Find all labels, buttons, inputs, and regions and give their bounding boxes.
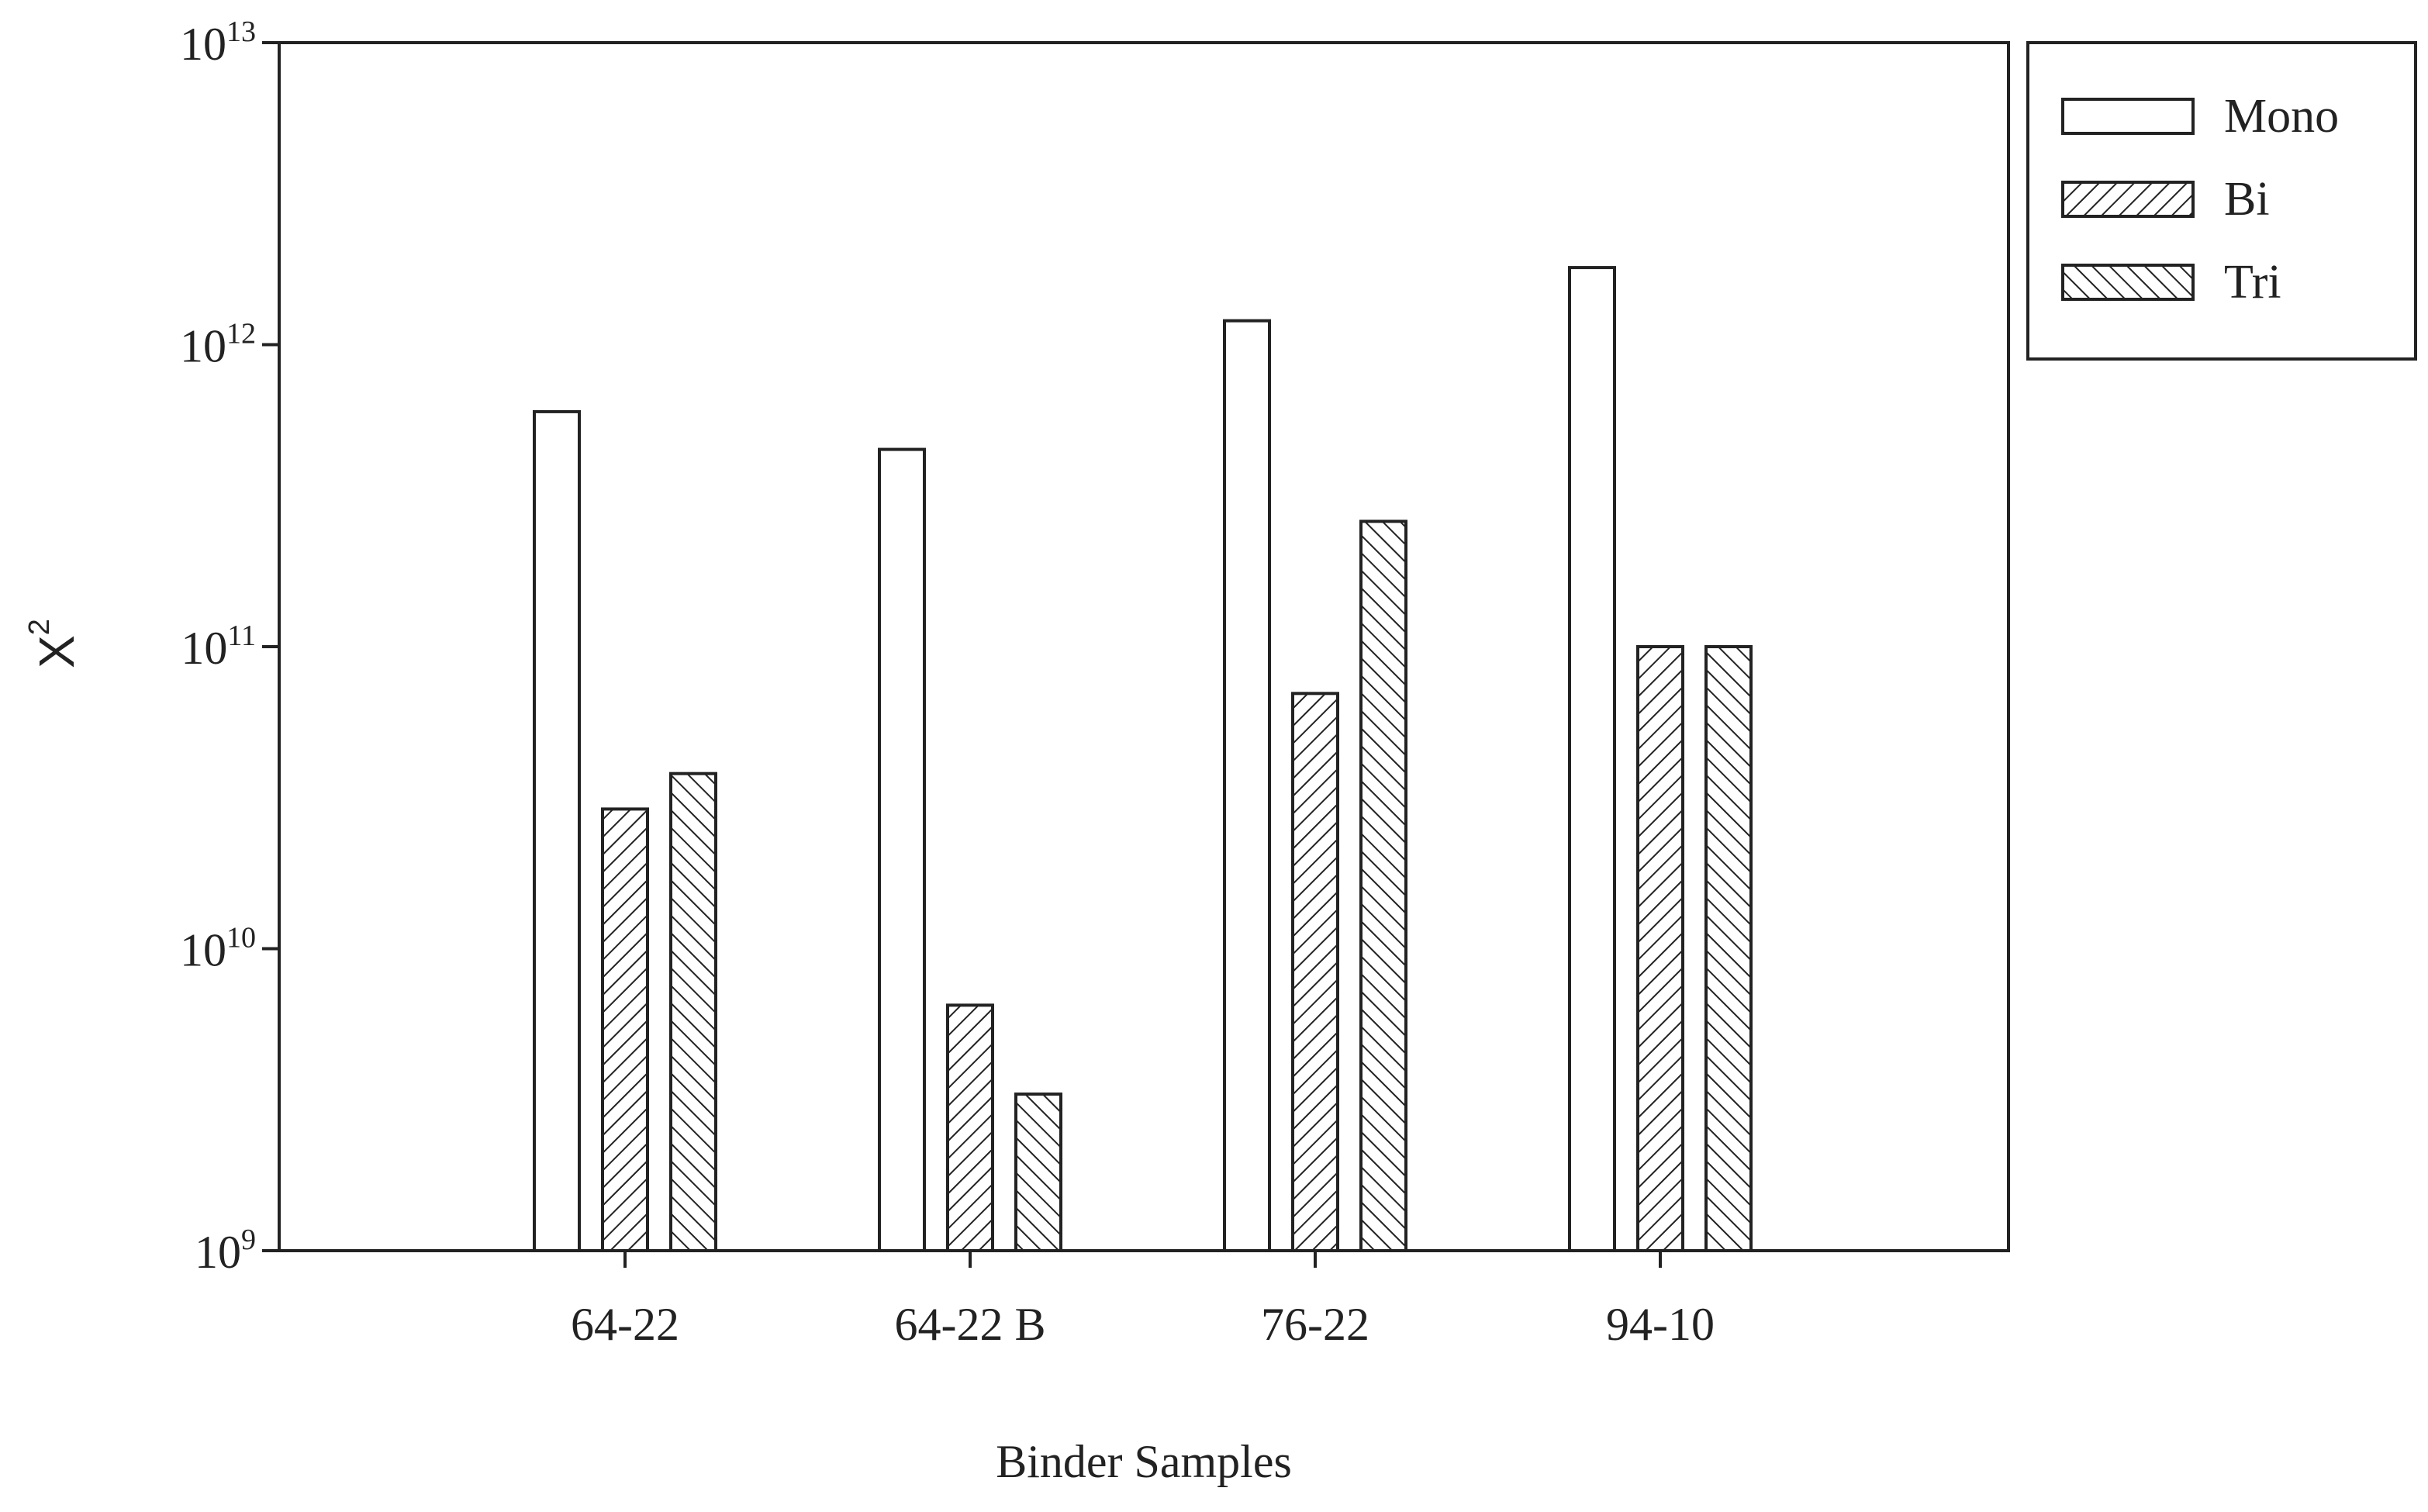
y-tick-label: 1011 (181, 620, 256, 674)
y-tick-label: 109 (195, 1224, 256, 1278)
y-tick-exponent: 13 (226, 16, 256, 48)
y-tick-label: 1010 (180, 922, 256, 976)
bar-bi-94-10 (1636, 645, 1684, 1252)
legend-swatch-tri (2061, 264, 2195, 301)
bar-mono-76-22 (1223, 319, 1271, 1252)
bar-bi-64-22 (601, 807, 649, 1252)
x-axis-label: Binder Samples (996, 1436, 1292, 1487)
legend-label-tri: Tri (2224, 256, 2281, 309)
bar-mono-94-10 (1568, 266, 1616, 1252)
bar-bi-76-22 (1291, 692, 1339, 1252)
legend-label-bi: Bi (2224, 173, 2270, 226)
y-tick-base: 10 (180, 19, 226, 70)
y-tick-exponent: 12 (226, 318, 256, 350)
bar-tri-64-22-b (1014, 1093, 1062, 1252)
y-tick-base: 10 (180, 321, 226, 372)
y-tick-exponent: 11 (227, 620, 256, 652)
x-axis: 64-22 64-22 B 76-22 94-10 (571, 1251, 1715, 1350)
bar-mono-64-22 (533, 409, 581, 1253)
legend-label-mono: Mono (2224, 90, 2339, 143)
bar-tri-76-22 (1359, 520, 1407, 1252)
y-tick-label: 1012 (180, 318, 256, 372)
x-tick-label: 76-22 (1261, 1299, 1369, 1350)
legend-frame (2026, 41, 2417, 361)
y-tick-exponent: 9 (241, 1224, 256, 1256)
x-tick-label: 94-10 (1606, 1299, 1715, 1350)
legend-swatch-bi (2061, 181, 2195, 218)
legend: Mono Bi Tri (2026, 41, 2417, 361)
y-tick-base: 10 (181, 623, 227, 674)
x-tick-label: 64-22 (571, 1299, 679, 1350)
legend-swatch-mono (2061, 98, 2195, 135)
y-tick-exponent: 10 (226, 922, 256, 954)
bar-mono-64-22-b (878, 447, 926, 1252)
bar-tri-94-10 (1704, 645, 1753, 1252)
y-axis-label-main: X (29, 635, 85, 668)
bars (533, 266, 1753, 1253)
svg-text:X2: X2 (23, 619, 85, 668)
y-axis-label: X2 (23, 619, 85, 668)
y-tick-label: 1013 (180, 16, 256, 70)
y-tick-base: 10 (195, 1227, 241, 1278)
bar-bi-64-22-b (946, 1003, 994, 1252)
y-axis-label-sup: 2 (23, 619, 56, 635)
x-tick-label: 64-22 B (895, 1299, 1046, 1350)
y-tick-base: 10 (180, 925, 226, 976)
bar-tri-64-22 (669, 772, 717, 1252)
